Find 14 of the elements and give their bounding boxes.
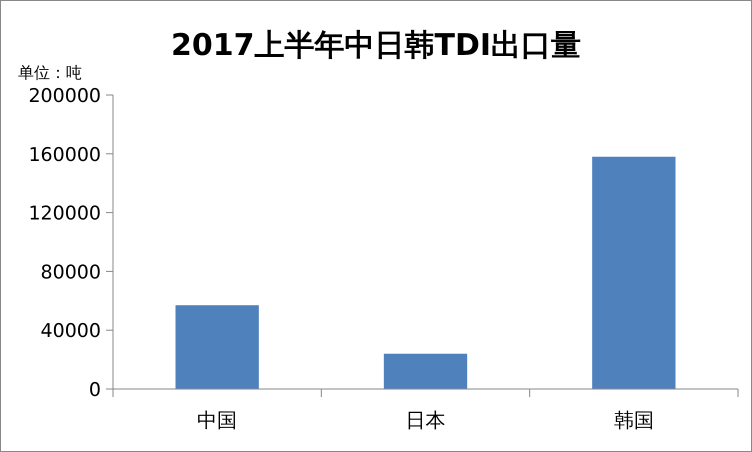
y-tick-label: 200000 [28, 85, 101, 107]
y-tick-label: 40000 [40, 320, 101, 342]
y-tick-label: 80000 [40, 261, 101, 284]
bar [384, 354, 468, 389]
y-tick-label: 160000 [28, 144, 101, 166]
bar [176, 305, 259, 389]
bar [592, 156, 676, 389]
x-tick-label: 日本 [406, 408, 446, 432]
y-tick-label: 0 [88, 379, 101, 401]
y-axis-title: 单位：吨 [18, 63, 82, 82]
chart-title: 2017上半年中日韩TDI出口量 [170, 28, 582, 63]
x-tick-label: 中国 [197, 408, 238, 432]
x-tick-label: 韩国 [614, 408, 654, 432]
y-tick-label: 120000 [28, 202, 101, 225]
